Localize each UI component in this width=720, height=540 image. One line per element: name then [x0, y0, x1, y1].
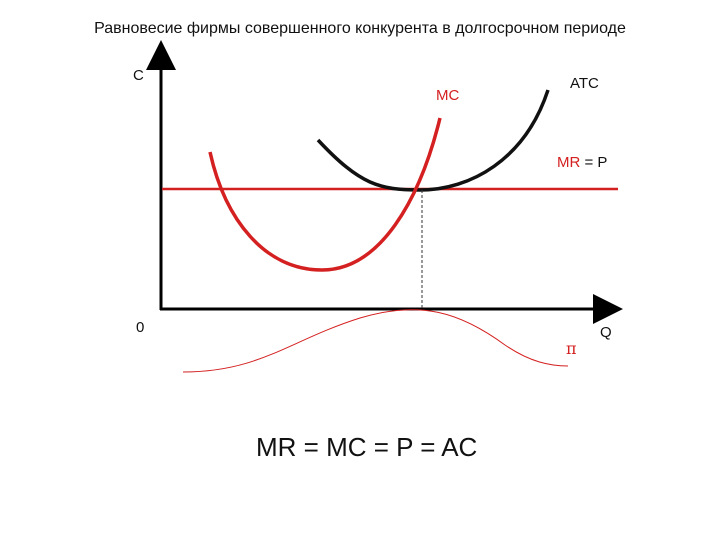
mc-label: MC — [436, 87, 459, 104]
x-axis-label: Q — [600, 324, 612, 341]
profit-curve — [182, 309, 569, 373]
mr-label: MR — [557, 154, 580, 171]
y-axis-label: C — [133, 67, 144, 84]
mr-p-label: MR = P — [557, 154, 607, 171]
origin-label: 0 — [136, 319, 144, 336]
atc-curve — [316, 89, 550, 192]
equilibrium-equation: MR = MC = P = AC — [256, 432, 477, 462]
profit-label: π — [566, 339, 577, 358]
page-title: Равновесие фирмы совершенного конкурента… — [94, 20, 626, 37]
p-label: = P — [580, 154, 607, 171]
atc-label: ATC — [570, 75, 599, 92]
mc-curve — [208, 117, 442, 272]
